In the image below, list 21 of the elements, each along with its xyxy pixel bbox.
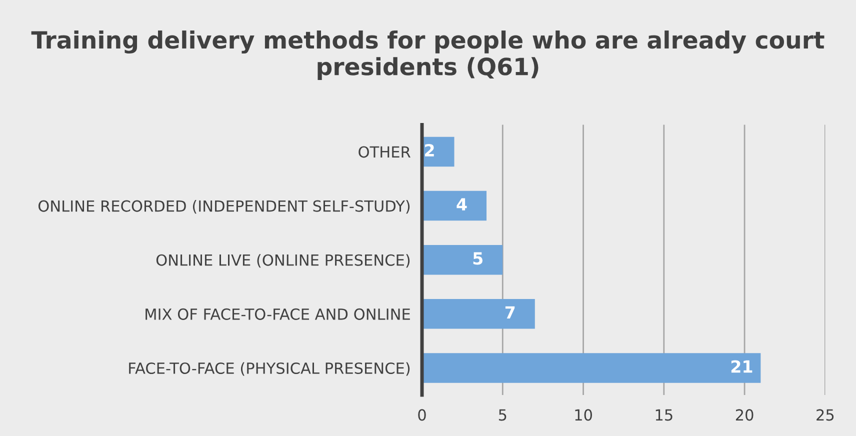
bar xyxy=(422,244,503,275)
y-tick-label: ONLINE LIVE (ONLINE PRESENCE) xyxy=(156,254,410,268)
y-tick-label: MIX OF FACE-TO-FACE AND ONLINE xyxy=(146,308,410,320)
x-tick-label: 20 xyxy=(736,409,754,421)
bar xyxy=(422,353,761,383)
bar xyxy=(422,190,487,221)
data-label: 7 xyxy=(505,306,515,319)
x-tick-label: 0 xyxy=(418,409,426,421)
data-label: 5 xyxy=(473,252,483,265)
data-label: 21 xyxy=(731,360,752,373)
data-label: 4 xyxy=(456,198,467,210)
y-tick-label: OTHER xyxy=(358,146,410,158)
x-tick-label: 15 xyxy=(656,409,672,421)
x-tick-label: 5 xyxy=(498,409,506,421)
chart-title: Training delivery methods for people who are already court presidents (Q61) xyxy=(31,30,824,80)
y-tick-label: FACE-TO-FACE (PHYSICAL PRESENCE) xyxy=(129,362,410,376)
y-tick-label: ONLINE RECORDED (INDEPENDENT SELF-STUDY) xyxy=(38,200,410,214)
data-label: 2 xyxy=(425,144,434,156)
bar xyxy=(422,299,535,329)
x-tick-label: 25 xyxy=(816,409,834,421)
x-tick-label: 10 xyxy=(575,409,592,421)
